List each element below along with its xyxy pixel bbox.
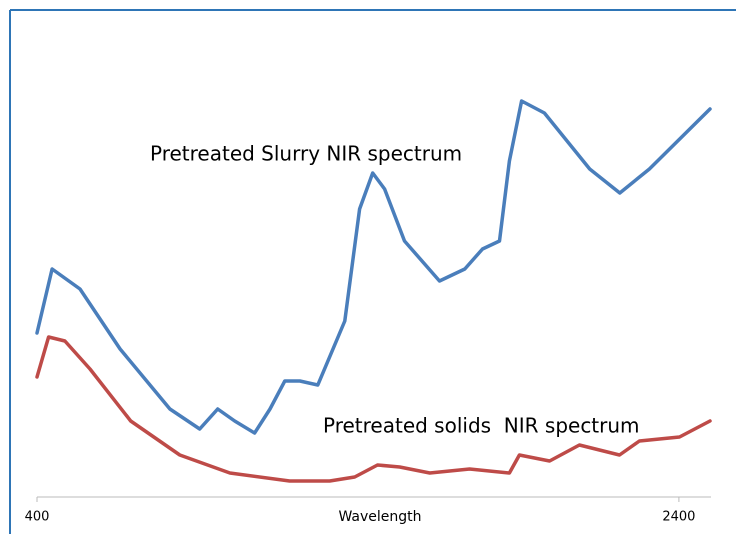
series-line	[35, 99, 712, 435]
annotation: Pretreated Slurry NIR spectrum	[150, 142, 462, 166]
x-axis-title: Wavelength	[338, 509, 421, 525]
series-line	[35, 335, 712, 483]
x-tick-label: 2400	[662, 510, 695, 525]
x-tick-label: 400	[25, 510, 50, 525]
annotation: Pretreated solids NIR spectrum	[323, 414, 640, 438]
